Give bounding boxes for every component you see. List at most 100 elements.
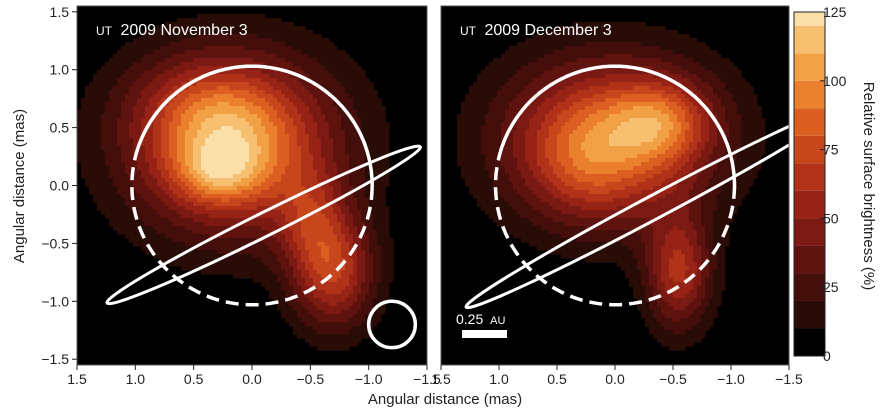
heatmap-cell: [97, 118, 102, 123]
heatmap-cell: [337, 182, 342, 187]
heatmap-cell: [169, 38, 174, 43]
heatmap-cell: [125, 146, 130, 151]
heatmap-cell: [201, 214, 206, 219]
heatmap-cell: [257, 146, 262, 151]
heatmap-cell: [165, 70, 170, 75]
heatmap-cell: [389, 250, 394, 255]
heatmap-cell: [197, 178, 202, 183]
heatmap-cell: [249, 98, 254, 103]
heatmap-cell: [321, 214, 326, 219]
heatmap-cell: [165, 234, 170, 239]
heatmap-cell: [105, 98, 110, 103]
heatmap-cell: [585, 22, 590, 27]
heatmap-cell: [161, 222, 166, 227]
heatmap-cell: [145, 202, 150, 207]
heatmap-cell: [317, 58, 322, 63]
heatmap-cell: [273, 38, 278, 43]
heatmap-cell: [237, 266, 242, 271]
heatmap-cell: [129, 66, 134, 71]
heatmap-cell: [353, 274, 358, 279]
heatmap-cell: [225, 166, 230, 171]
heatmap-cell: [277, 186, 282, 191]
heatmap-cell: [229, 38, 234, 43]
heatmap-cell: [253, 62, 258, 67]
heatmap-cell: [133, 170, 138, 175]
heatmap-cell: [213, 130, 218, 135]
heatmap-cell: [333, 250, 338, 255]
heatmap-cell: [313, 74, 318, 79]
heatmap-cell: [161, 58, 166, 63]
heatmap-cell: [341, 202, 346, 207]
heatmap-cell: [105, 198, 110, 203]
heatmap-cell: [257, 102, 262, 107]
heatmap-cell: [81, 114, 86, 119]
heatmap-cell: [93, 86, 98, 91]
heatmap-cell: [321, 166, 326, 171]
heatmap-cell: [289, 142, 294, 147]
heatmap-cell: [309, 250, 314, 255]
heatmap-cell: [249, 102, 254, 107]
heatmap-cell: [305, 150, 310, 155]
heatmap-cell: [133, 194, 138, 199]
heatmap-cell: [545, 42, 550, 47]
heatmap-cell: [633, 22, 638, 27]
heatmap-cell: [289, 122, 294, 127]
heatmap-cell: [149, 174, 154, 179]
heatmap-cell: [145, 34, 150, 39]
heatmap-cell: [289, 102, 294, 107]
heatmap-cell: [245, 114, 250, 119]
heatmap-cell: [345, 214, 350, 219]
heatmap-cell: [157, 34, 162, 39]
heatmap-cell: [165, 30, 170, 35]
heatmap-cell: [165, 138, 170, 143]
heatmap-cell: [217, 106, 222, 111]
heatmap-cell: [277, 134, 282, 139]
heatmap-cell: [365, 250, 370, 255]
heatmap-cell: [193, 170, 198, 175]
heatmap-cell: [201, 186, 206, 191]
heatmap-cell: [121, 62, 126, 67]
heatmap-cell: [149, 42, 154, 47]
heatmap-cell: [221, 94, 226, 99]
heatmap-cell: [209, 22, 214, 27]
heatmap-cell: [329, 346, 334, 351]
heatmap-cell: [237, 78, 242, 83]
heatmap-cell: [273, 170, 278, 175]
heatmap-cell: [345, 314, 350, 319]
heatmap-cell: [241, 38, 246, 43]
heatmap-cell: [293, 162, 298, 167]
heatmap-cell: [345, 302, 350, 307]
heatmap-cell: [357, 82, 362, 87]
heatmap-cell: [357, 266, 362, 271]
heatmap-cell: [177, 246, 182, 251]
heatmap-cell: [281, 106, 286, 111]
heatmap-cell: [157, 46, 162, 51]
heatmap-cell: [149, 210, 154, 215]
heatmap-cell: [161, 78, 166, 83]
heatmap-cell: [173, 26, 178, 31]
heatmap-cell: [217, 50, 222, 55]
heatmap-cell: [205, 250, 210, 255]
heatmap-cell: [189, 178, 194, 183]
heatmap-cell: [113, 178, 118, 183]
heatmap-cell: [185, 110, 190, 115]
heatmap-cell: [93, 146, 98, 151]
heatmap-cell: [229, 146, 234, 151]
heatmap-cell: [181, 66, 186, 71]
heatmap-cell: [157, 182, 162, 187]
heatmap-cell: [357, 150, 362, 155]
heatmap-cell: [145, 86, 150, 91]
heatmap-cell: [273, 222, 278, 227]
heatmap-cell: [165, 186, 170, 191]
heatmap-cell: [377, 314, 382, 319]
heatmap-cell: [193, 218, 198, 223]
heatmap-cell: [221, 226, 226, 231]
heatmap-cell: [153, 78, 158, 83]
heatmap-cell: [349, 130, 354, 135]
heatmap-cell: [213, 78, 218, 83]
heatmap-cell: [285, 82, 290, 87]
heatmap-cell: [133, 70, 138, 75]
heatmap-cell: [257, 250, 262, 255]
heatmap-cell: [225, 34, 230, 39]
heatmap-cell: [253, 46, 258, 51]
